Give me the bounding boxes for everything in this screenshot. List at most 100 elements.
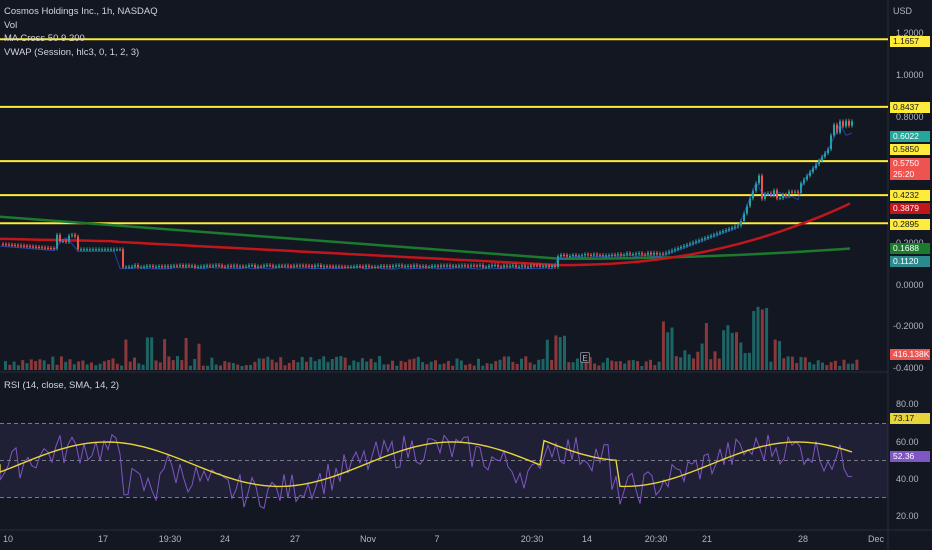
volume-bar [133, 357, 136, 370]
volume-bar [790, 356, 794, 370]
ma-green-tag: 0.1688 [890, 243, 930, 254]
candle-body [116, 249, 118, 251]
candle-body [785, 194, 787, 196]
candle-body [98, 249, 100, 251]
volume-bar [468, 363, 472, 370]
candle-body [491, 265, 493, 267]
level-tag-4: 0.4232 [890, 190, 930, 201]
volume-bar [47, 364, 50, 370]
volume-bar [580, 361, 584, 370]
candle-body [209, 265, 211, 267]
candle-body [365, 265, 367, 267]
rsi-tag: 73.17 [890, 413, 930, 424]
volume-bar [68, 359, 72, 370]
volume-bar [120, 365, 124, 370]
volume-bar [803, 357, 807, 370]
candle-body [713, 234, 715, 236]
candle-body [401, 265, 403, 267]
candle-body [293, 265, 295, 267]
volume-bar [145, 337, 149, 370]
candle-body [26, 246, 28, 248]
ema-line [0, 202, 851, 267]
candle-body [740, 221, 742, 226]
candle-body [353, 266, 355, 268]
volume-bar [614, 361, 618, 370]
volume-bar [661, 321, 665, 370]
candle-body [809, 171, 811, 176]
volume-bar [597, 365, 601, 370]
volume-bar [601, 362, 605, 370]
candle-body [158, 266, 160, 268]
volume-bar [532, 364, 536, 370]
volume-bar [765, 307, 769, 370]
volume-bar [300, 356, 304, 370]
volume-bar [502, 356, 506, 370]
candle-body [341, 266, 343, 268]
candle-body [137, 265, 139, 268]
time-label: 28 [797, 534, 809, 544]
volume-bar [438, 364, 442, 370]
candle-body [380, 265, 382, 268]
time-label: 21 [701, 534, 713, 544]
volume-bar [180, 360, 184, 370]
candle-body [224, 266, 226, 268]
candle-body [419, 266, 421, 268]
candle-body [317, 265, 319, 267]
vwap-legend: VWAP (Session, hlc3, 0, 1, 2, 3) [4, 47, 140, 58]
volume-bar [249, 364, 253, 370]
candle-body [728, 228, 730, 231]
volume-bar [193, 359, 197, 370]
candle-body [257, 266, 259, 268]
volume-bar [339, 356, 343, 370]
candle-body [473, 265, 475, 267]
candle-body [560, 254, 562, 257]
candle-body [554, 265, 556, 267]
candle-body [47, 247, 49, 249]
volume-bar [206, 365, 210, 370]
volume-bar [657, 361, 661, 370]
volume-bar [537, 359, 541, 370]
volume-bar [769, 361, 773, 370]
time-label: 14 [581, 534, 593, 544]
volume-bar [77, 361, 81, 370]
volume-bar [644, 361, 648, 370]
volume-bar [477, 358, 480, 370]
candle-body [311, 265, 313, 268]
candle-body [650, 252, 652, 255]
volume-bar [150, 337, 154, 370]
volume-bar [558, 337, 562, 370]
volume-bar [541, 358, 545, 370]
candle-body [665, 252, 667, 254]
volume-bar [408, 359, 412, 370]
volume-bar [829, 362, 833, 370]
volume-bar [778, 340, 781, 370]
volume-bar [356, 362, 360, 370]
volume-bar [451, 365, 455, 370]
candle-body [719, 232, 721, 234]
candle-body [542, 266, 544, 268]
candle-body [608, 255, 610, 257]
candle-body [68, 235, 70, 242]
volume-bar [219, 365, 222, 370]
volume-bar [743, 353, 747, 370]
rsi-tick: 20.00 [896, 511, 919, 521]
candle-body [344, 266, 346, 268]
candle-body [62, 240, 64, 242]
volume-bar [292, 359, 296, 370]
volume-bar [812, 364, 816, 370]
candle-body [221, 265, 223, 267]
volume-bar [855, 359, 859, 370]
candle-body [641, 253, 643, 255]
volume-bar [623, 363, 627, 370]
candle-body [659, 253, 661, 255]
last-price-tag: 0.5750 [890, 158, 930, 169]
earnings-marker[interactable]: E [580, 352, 590, 363]
candle-body [89, 249, 91, 251]
candle-body [524, 265, 526, 267]
candle-body [743, 213, 745, 221]
candle-body [302, 265, 304, 267]
candle-body [587, 254, 589, 256]
candle-body [413, 265, 415, 267]
candle-body [758, 175, 760, 184]
